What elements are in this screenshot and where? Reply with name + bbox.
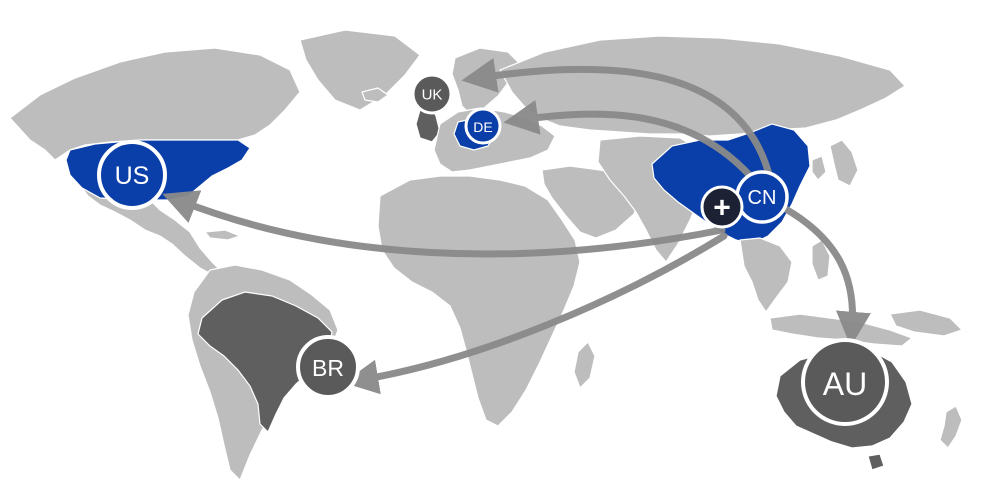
marker-us-label: US bbox=[115, 162, 150, 190]
land-new-guinea bbox=[889, 309, 963, 337]
origin-plus-marker[interactable]: + bbox=[700, 185, 744, 229]
land-tasmania bbox=[867, 453, 885, 471]
plus-icon-glyph: + bbox=[713, 192, 731, 225]
flow-arrows bbox=[162, 58, 871, 395]
plus-icon bbox=[700, 185, 744, 229]
marker-uk[interactable]: UK bbox=[411, 73, 453, 115]
marker-cn[interactable]: CN bbox=[735, 170, 789, 224]
land-brazil bbox=[197, 291, 333, 434]
land-russia bbox=[499, 35, 906, 137]
marker-uk-circle bbox=[411, 73, 453, 115]
flow-arrow-cn-de bbox=[503, 99, 756, 182]
marker-de[interactable]: DE bbox=[464, 107, 502, 145]
marker-br-circle bbox=[296, 335, 360, 399]
marker-uk-label: UK bbox=[422, 87, 443, 104]
marker-au[interactable]: AU bbox=[801, 338, 889, 426]
marker-au-circle bbox=[801, 338, 889, 426]
country-markers: US UK DE CN BR AU + bbox=[97, 73, 889, 426]
marker-au-label: AU bbox=[823, 366, 867, 402]
marker-de-label: DE bbox=[473, 119, 492, 135]
land-new-zealand bbox=[939, 405, 963, 449]
land-madagascar bbox=[573, 341, 596, 389]
land-greenland bbox=[299, 29, 421, 111]
flow-arrow-cn-uk bbox=[461, 58, 774, 182]
marker-us-circle bbox=[97, 140, 167, 210]
marker-us[interactable]: US bbox=[97, 140, 167, 210]
land-canada bbox=[9, 47, 301, 161]
flow-arrow-cn-br bbox=[343, 232, 728, 395]
land-caribbean bbox=[204, 229, 241, 241]
land-southeast-asia bbox=[739, 237, 793, 313]
marker-br-label: BR bbox=[312, 355, 344, 381]
marker-br[interactable]: BR bbox=[296, 335, 360, 399]
marker-de-circle bbox=[464, 107, 502, 145]
land-iceland bbox=[361, 87, 389, 103]
land-africa bbox=[377, 175, 581, 427]
flow-arrow-cn-us bbox=[162, 190, 726, 258]
land-japan bbox=[829, 139, 859, 187]
land-korea bbox=[811, 155, 827, 181]
marker-cn-label: CN bbox=[748, 187, 777, 209]
flow-arrow-cn-au bbox=[780, 204, 871, 347]
